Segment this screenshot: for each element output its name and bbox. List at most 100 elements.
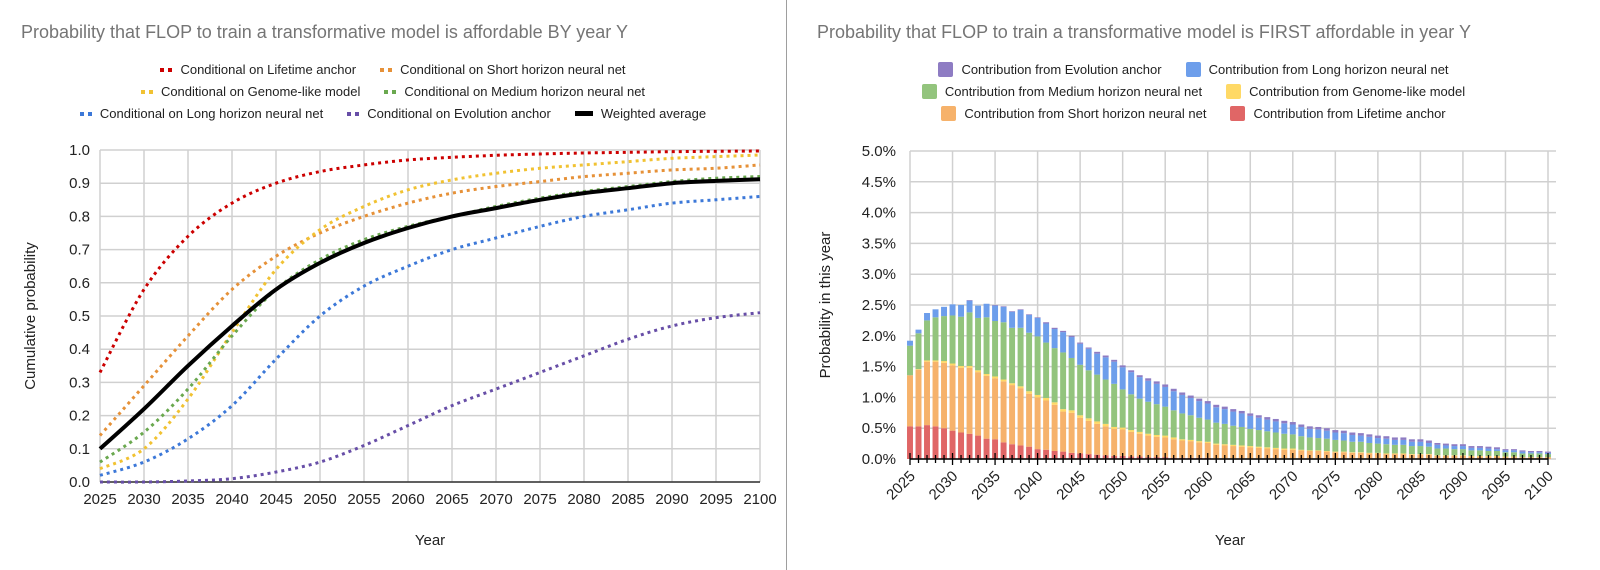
legend-swatch	[347, 111, 360, 116]
y-tick-label: 0.8	[69, 208, 90, 225]
bar-segment-medium-horizon-neural-net	[1043, 342, 1050, 399]
bar-segment-long-horizon-neural-net	[1357, 435, 1364, 442]
bar-segment-long-horizon-neural-net	[1332, 432, 1339, 440]
bar-segment-evolution-anchor	[1111, 359, 1118, 362]
bar-segment-long-horizon-neural-net	[1434, 444, 1441, 449]
bar-segment-long-horizon-neural-net	[1264, 419, 1271, 432]
bar-segment-long-horizon-neural-net	[1417, 441, 1424, 447]
bar-segment-short-horizon-neural-net	[1213, 444, 1220, 459]
legend-row-2: Contribution from Medium horizon neural …	[787, 84, 1600, 99]
legend-item-medium-horizon[interactable]: Contribution from Medium horizon neural …	[921, 84, 1202, 99]
y-tick-label: 0.6	[69, 275, 90, 292]
bar-segment-evolution-anchor	[1128, 370, 1135, 373]
bar-segment-long-horizon-neural-net	[1128, 372, 1135, 395]
bar-segment-genome-like-model	[1009, 383, 1016, 386]
bar-segment-lifetime-anchor	[1043, 449, 1050, 459]
bar-segment-genome-like-model	[1196, 441, 1203, 443]
x-tick-label: 2045	[1053, 468, 1089, 504]
x-tick-label: 2025	[883, 468, 919, 504]
x-tick-label: 2035	[968, 468, 1004, 504]
legend-row-3: Contribution from Short horizon neural n…	[787, 106, 1600, 121]
bar-segment-medium-horizon-neural-net	[1094, 374, 1101, 422]
bar-segment-genome-like-model	[1119, 427, 1126, 430]
y-axis-title: Probability in this year	[817, 232, 834, 379]
bar-segment-long-horizon-neural-net	[915, 329, 922, 334]
bar-segment-long-horizon-neural-net	[941, 306, 948, 317]
bar-segment-evolution-anchor	[1043, 322, 1050, 324]
bar-segment-genome-like-model	[1102, 423, 1109, 427]
y-tick-label: 0.5%	[862, 420, 896, 437]
bar-segment-genome-like-model	[1170, 437, 1177, 440]
x-tick-label: 2075	[1309, 468, 1345, 504]
legend-item-lifetime[interactable]: Contribution from Lifetime anchor	[1230, 106, 1446, 121]
bar-segment-evolution-anchor	[1528, 450, 1534, 453]
legend-item-weighted-average[interactable]: Weighted average	[574, 106, 707, 121]
bar-segment-lifetime-anchor	[966, 433, 973, 459]
bar-segment-long-horizon-neural-net	[1485, 448, 1492, 451]
bar-segment-long-horizon-neural-net	[1425, 442, 1432, 447]
bar-segment-genome-like-model	[1298, 449, 1305, 451]
legend-item-genome[interactable]: Conditional on Genome-like model	[140, 84, 360, 99]
legend-item-short-horizon[interactable]: Contribution from Short horizon neural n…	[941, 106, 1206, 121]
bar-segment-evolution-anchor	[1094, 351, 1101, 354]
bar-segment-medium-horizon-neural-net	[949, 315, 956, 364]
legend-label: Weighted average	[600, 106, 707, 121]
bar-segment-genome-like-model	[992, 376, 999, 379]
legend-item-lifetime[interactable]: Conditional on Lifetime anchor	[160, 62, 356, 77]
bar-segment-medium-horizon-neural-net	[1510, 452, 1517, 457]
legend-item-medium-horizon[interactable]: Conditional on Medium horizon neural net	[384, 84, 645, 99]
bar-segment-evolution-anchor	[1255, 415, 1262, 418]
bar-segment-medium-horizon-neural-net	[1493, 450, 1500, 456]
bar-segment-evolution-anchor	[1187, 395, 1194, 399]
x-tick-label: 2030	[926, 468, 962, 504]
bar-segment-evolution-anchor	[1519, 450, 1526, 452]
bar-segment-long-horizon-neural-net	[1221, 409, 1228, 424]
bar-segment-evolution-anchor	[1051, 327, 1058, 330]
bar-segment-medium-horizon-neural-net	[1179, 413, 1186, 440]
bar-segment-short-horizon-neural-net	[1119, 429, 1126, 456]
bar-segment-lifetime-anchor	[1000, 442, 1007, 459]
legend-item-short-horizon[interactable]: Conditional on Short horizon neural net	[380, 62, 626, 77]
bar-segment-evolution-anchor	[1017, 309, 1024, 310]
legend-item-genome[interactable]: Contribution from Genome-like model	[1226, 84, 1465, 99]
bar-segment-long-horizon-neural-net	[1213, 407, 1220, 423]
bar-segment-genome-like-model	[924, 360, 930, 362]
legend-item-long-horizon[interactable]: Conditional on Long horizon neural net	[79, 106, 323, 121]
x-tick-label: 2050	[303, 491, 336, 508]
y-tick-label: 4.0%	[862, 205, 896, 222]
bar-segment-medium-horizon-neural-net	[1255, 430, 1262, 447]
bar-segment-medium-horizon-neural-net	[958, 316, 965, 366]
bar-segment-evolution-anchor	[1034, 317, 1041, 318]
y-tick-label: 2.5%	[862, 297, 896, 314]
bar-segment-long-horizon-neural-net	[1000, 306, 1007, 323]
bar-segment-short-horizon-neural-net	[1238, 446, 1245, 459]
bar-segment-medium-horizon-neural-net	[1357, 441, 1364, 453]
bar-segment-short-horizon-neural-net	[1017, 388, 1024, 446]
bar-segment-short-horizon-neural-net	[1145, 435, 1152, 458]
bar-segment-short-horizon-neural-net	[1136, 433, 1143, 457]
x-tick-label: 2070	[479, 491, 512, 508]
legend-item-evolution[interactable]: Conditional on Evolution anchor	[347, 106, 551, 121]
y-tick-label: 1.5%	[862, 359, 896, 376]
x-tick-label: 2095	[1479, 468, 1515, 504]
bar-segment-medium-horizon-neural-net	[1425, 446, 1432, 455]
bar-segment-long-horizon-neural-net	[1145, 380, 1152, 402]
bar-segment-short-horizon-neural-net	[941, 362, 948, 429]
series-line-conditional-on-evolution-anchor	[99, 311, 761, 484]
legend-item-evolution[interactable]: Contribution from Evolution anchor	[938, 62, 1162, 77]
panel-divider	[786, 0, 787, 570]
bar-segment-genome-like-model	[1153, 434, 1160, 437]
bar-segment-short-horizon-neural-net	[1162, 437, 1169, 458]
bar-segment-genome-like-model	[966, 365, 973, 368]
bar-segment-evolution-anchor	[1502, 449, 1509, 451]
legend-item-long-horizon[interactable]: Contribution from Long horizon neural ne…	[1185, 62, 1449, 77]
bar-segment-evolution-anchor	[1349, 432, 1356, 435]
bar-segment-evolution-anchor	[1196, 398, 1203, 402]
bar-segment-medium-horizon-neural-net	[1391, 444, 1398, 454]
bar-segment-short-horizon-neural-net	[1255, 447, 1262, 459]
x-tick-label: 2100	[743, 491, 776, 508]
bar-segment-long-horizon-neural-net	[1323, 430, 1330, 439]
bar-segment-medium-horizon-neural-net	[1085, 370, 1092, 419]
x-tick-label: 2065	[435, 491, 468, 508]
bar-segment-lifetime-anchor	[1051, 450, 1058, 459]
